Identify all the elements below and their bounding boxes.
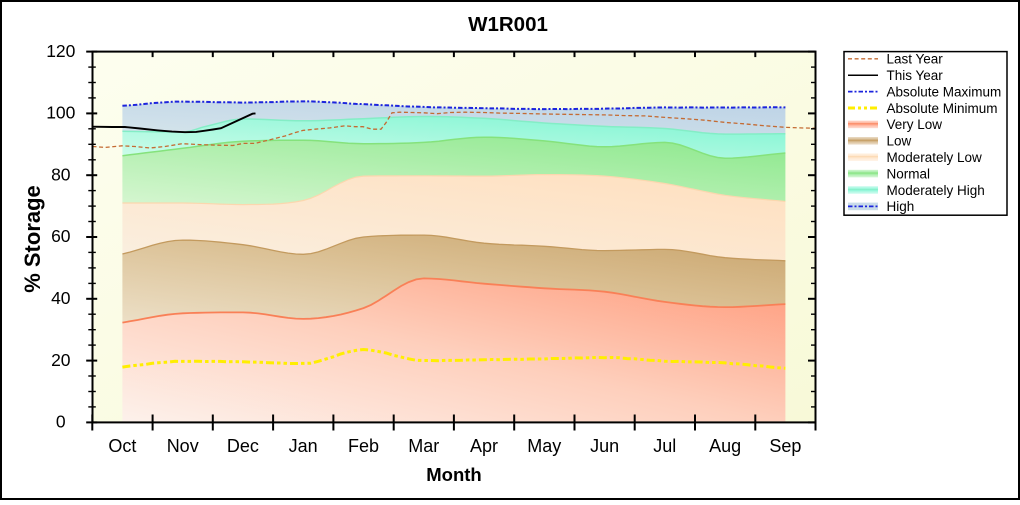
- svg-text:Mar: Mar: [408, 436, 439, 456]
- svg-text:Absolute Maximum: Absolute Maximum: [887, 84, 1002, 99]
- svg-text:May: May: [527, 436, 561, 456]
- svg-text:Dec: Dec: [227, 436, 259, 456]
- svg-text:Apr: Apr: [470, 436, 498, 456]
- svg-text:40: 40: [51, 288, 71, 308]
- svg-text:80: 80: [51, 164, 71, 184]
- svg-text:Month: Month: [426, 464, 481, 485]
- svg-text:0: 0: [56, 412, 66, 432]
- svg-text:Very Low: Very Low: [887, 117, 943, 132]
- svg-text:High: High: [887, 199, 915, 214]
- svg-text:Normal: Normal: [887, 166, 931, 181]
- svg-text:20: 20: [51, 350, 71, 370]
- svg-text:Moderately Low: Moderately Low: [887, 150, 983, 165]
- svg-text:Sep: Sep: [769, 436, 801, 456]
- svg-text:Nov: Nov: [167, 436, 199, 456]
- svg-text:Oct: Oct: [108, 436, 136, 456]
- svg-text:Low: Low: [887, 134, 912, 149]
- svg-text:Jun: Jun: [590, 436, 619, 456]
- svg-text:Last Year: Last Year: [887, 52, 944, 67]
- svg-text:Feb: Feb: [348, 436, 379, 456]
- svg-text:120: 120: [46, 41, 75, 61]
- svg-text:Jan: Jan: [289, 436, 318, 456]
- svg-text:This Year: This Year: [887, 68, 944, 83]
- svg-text:% Storage: % Storage: [20, 185, 45, 293]
- svg-text:Moderately High: Moderately High: [887, 183, 985, 198]
- svg-text:60: 60: [51, 226, 71, 246]
- svg-text:Jul: Jul: [653, 436, 676, 456]
- svg-text:100: 100: [46, 103, 75, 123]
- svg-text:Absolute Minimum: Absolute Minimum: [887, 101, 998, 116]
- svg-text:W1R001: W1R001: [468, 13, 548, 36]
- svg-text:Aug: Aug: [709, 436, 741, 456]
